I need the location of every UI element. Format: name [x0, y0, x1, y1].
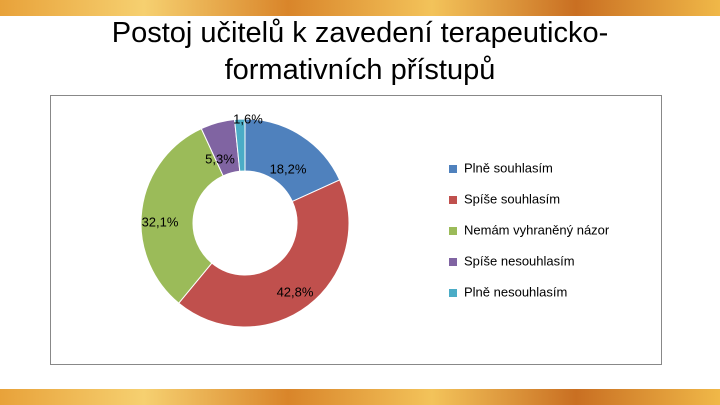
title-line: formativních přístupů	[225, 54, 496, 86]
legend-marker	[449, 227, 457, 235]
legend-label: Nemám vyhraněný názor	[464, 222, 610, 237]
top-banner	[0, 0, 720, 16]
legend-label: Spíše souhlasím	[464, 191, 560, 206]
donut-slice	[234, 118, 246, 172]
bottom-banner	[0, 389, 720, 405]
legend-label: Plně souhlasím	[464, 160, 553, 175]
legend-marker	[449, 165, 457, 173]
legend-marker	[449, 258, 457, 266]
title-line: Postoj učitelů k zavedení terapeuticko-	[112, 17, 609, 49]
data-label: 1,6%	[233, 111, 263, 126]
data-label: 32,1%	[142, 214, 179, 229]
legend-label: Plně nesouhlasím	[464, 284, 567, 299]
data-label: 18,2%	[270, 161, 307, 176]
plot: 18,2% Plně souhlasím 42,8% Spíše souhlasím 3…	[140, 111, 610, 328]
data-label: 5,3%	[205, 151, 235, 166]
legend-marker	[449, 196, 457, 204]
legend-marker	[449, 289, 457, 297]
donut-slice	[178, 179, 350, 328]
donut-slice	[140, 127, 224, 304]
data-label: 42,8%	[277, 284, 314, 299]
legend-label: Spíše nesouhlasím	[464, 253, 575, 268]
